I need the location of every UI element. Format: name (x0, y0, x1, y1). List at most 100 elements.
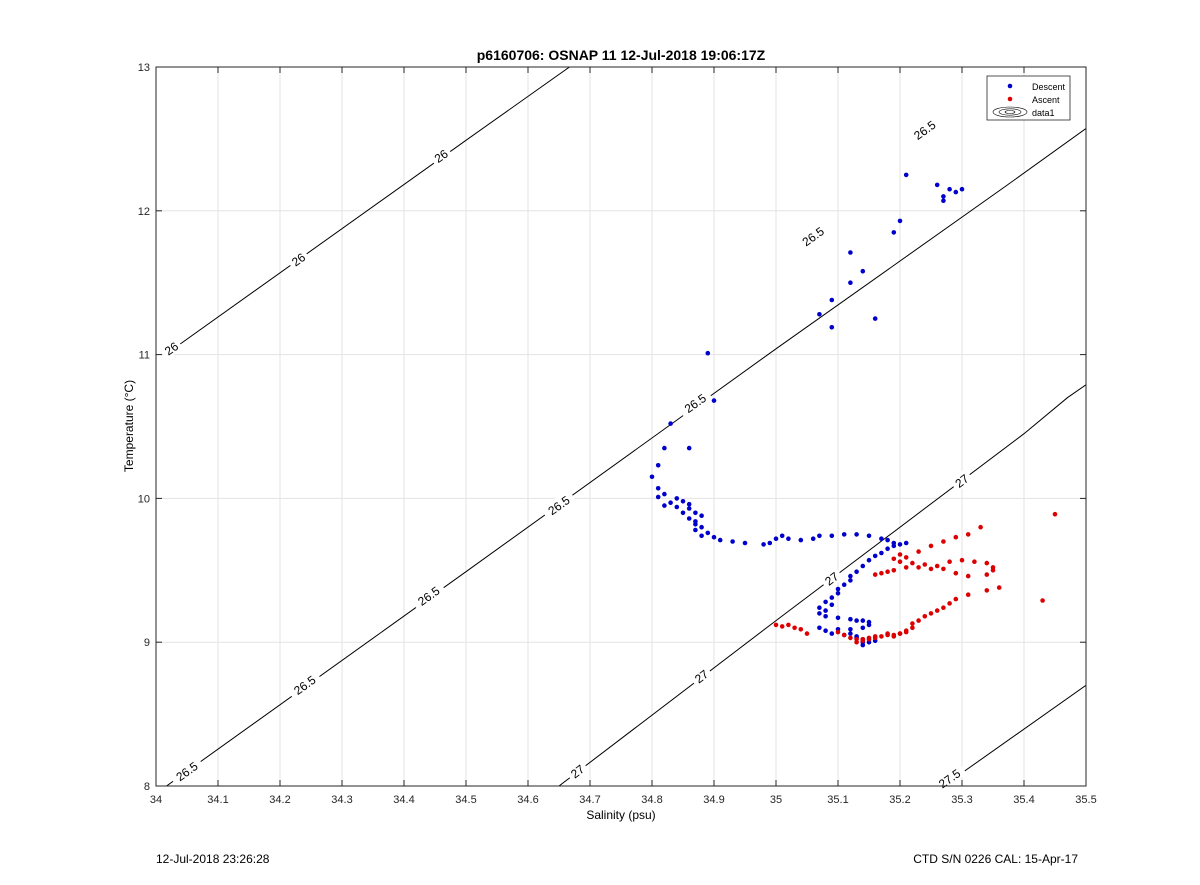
descent-point (897, 542, 903, 547)
ascent-point (786, 622, 791, 628)
x-tick-label: 34.7 (579, 794, 600, 806)
descent-point (848, 631, 853, 636)
contour-label-group: 27 (818, 566, 844, 590)
descent-point (829, 297, 835, 303)
descent-point (668, 421, 673, 426)
contour-label-bg (564, 759, 590, 783)
y-tick-label: 8 (144, 781, 150, 793)
descent-point (891, 230, 897, 235)
ascent-point (848, 635, 853, 641)
descent-point (798, 537, 804, 543)
descent-point (860, 618, 866, 623)
descent-point (891, 543, 897, 549)
ascent-point (897, 631, 903, 636)
descent-point (730, 539, 735, 544)
descent-point (823, 599, 828, 605)
descent-point (854, 532, 859, 537)
descent-point (829, 533, 835, 539)
descent-point (817, 312, 822, 317)
descent-point (662, 445, 667, 451)
ascent-point (891, 556, 897, 562)
contour-label-bg (688, 664, 714, 688)
descent-point (711, 398, 717, 403)
ascent-point (910, 621, 915, 626)
contour-label-group: 26 (285, 247, 311, 271)
footer-timestamp: 12-Jul-2018 23:26:28 (156, 852, 270, 866)
y-tick-label: 12 (138, 206, 150, 218)
x-tick-label: 34.1 (207, 794, 228, 806)
descent-point (879, 536, 884, 541)
y-tick-label: 13 (138, 62, 150, 74)
contour-label-bg (949, 468, 974, 492)
x-ticks: 34 34.1 34.2 34.3 34.4 34.5 34.6 34.7 34.8 34.9 35… (150, 67, 1097, 806)
descent-point (699, 524, 704, 530)
contour-label-bg (818, 566, 844, 590)
descent-point (848, 616, 853, 622)
ascent-point (941, 566, 946, 572)
ascent-point (953, 596, 959, 602)
descent-point (817, 605, 822, 610)
contour-label-bg (676, 387, 713, 419)
ascent-point (941, 539, 946, 544)
descent-point (941, 194, 946, 199)
descent-point (934, 182, 940, 188)
ascent-point (773, 622, 779, 628)
descent-point (705, 530, 711, 536)
contour-label-bg (158, 336, 184, 360)
descent-point (817, 611, 822, 616)
descent-point (879, 550, 884, 556)
footer-calibration: CTD S/N 0226 CAL: 15-Apr-17 (913, 852, 1078, 866)
descent-point (717, 537, 723, 543)
ascent-point (953, 570, 959, 576)
ascent-point (879, 570, 884, 576)
legend-box (986, 75, 1071, 121)
descent-point (835, 591, 841, 596)
descent-point (829, 631, 835, 636)
descent-point (829, 325, 835, 330)
ascent-point (779, 624, 785, 629)
x-tick-label: 34.3 (331, 794, 352, 806)
descent-point (779, 533, 785, 539)
descent-point (705, 350, 711, 356)
y-tick-label: 10 (138, 493, 150, 505)
ascent-point (860, 638, 866, 644)
descent-point (699, 513, 704, 518)
descent-point (835, 615, 841, 621)
descent-point (854, 569, 859, 574)
descent-point (693, 522, 698, 527)
contour-label-group: 27 (688, 664, 714, 688)
contour-label-bg (410, 579, 447, 611)
ascent-point (916, 549, 921, 554)
contour-label-bg (428, 143, 453, 167)
descent-point (686, 445, 692, 451)
descent-point (699, 533, 704, 539)
contour-label-group: 26 (428, 143, 453, 167)
descent-point (829, 595, 835, 600)
ascent-point (947, 559, 952, 564)
data-points (649, 172, 1058, 648)
descent-point (674, 496, 680, 501)
ascent-point (947, 601, 952, 606)
descent-point (823, 614, 828, 619)
descent-point (680, 499, 686, 504)
ascent-point (965, 573, 971, 579)
contour-label-group: 27 (564, 759, 590, 783)
descent-point (860, 642, 866, 648)
descent-point (860, 563, 866, 569)
ascent-point (879, 634, 884, 639)
descent-point (866, 622, 872, 628)
legend-contour-icon (992, 106, 1028, 118)
ascent-point (891, 568, 897, 573)
descent-point (823, 628, 828, 633)
legend-descent-label: Descent (1032, 82, 1066, 92)
ascent-point (1052, 511, 1058, 517)
descent-point (885, 537, 890, 543)
legend-descent-marker (1007, 83, 1013, 89)
chart-title: p6160706: OSNAP 11 12-Jul-2018 19:06:17Z (477, 47, 766, 63)
contour-label-bg (168, 755, 205, 787)
descent-point (866, 533, 872, 539)
ascent-point (984, 588, 990, 593)
ascent-point (897, 559, 903, 564)
ascent-point (928, 566, 934, 572)
